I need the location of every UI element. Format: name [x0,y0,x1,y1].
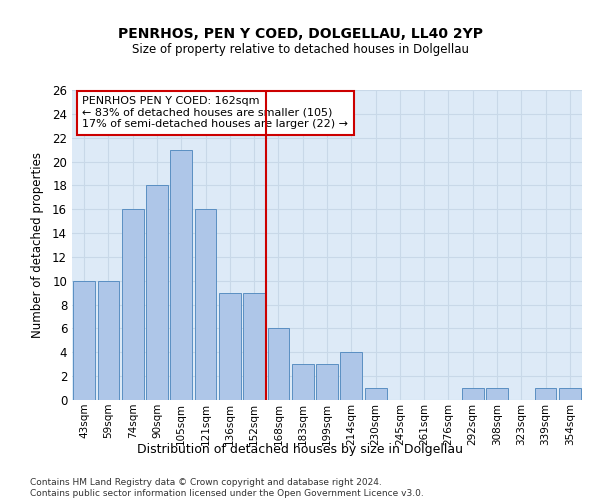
Bar [486,388,508,400]
Bar [535,388,556,400]
Bar [122,209,143,400]
Bar [268,328,289,400]
Text: Distribution of detached houses by size in Dolgellau: Distribution of detached houses by size … [137,442,463,456]
Bar [73,281,95,400]
Bar [559,388,581,400]
Bar [462,388,484,400]
Bar [340,352,362,400]
Bar [292,364,314,400]
Bar [219,292,241,400]
Y-axis label: Number of detached properties: Number of detached properties [31,152,44,338]
Text: PENRHOS PEN Y COED: 162sqm
← 83% of detached houses are smaller (105)
17% of sem: PENRHOS PEN Y COED: 162sqm ← 83% of deta… [82,96,348,130]
Text: Contains HM Land Registry data © Crown copyright and database right 2024.
Contai: Contains HM Land Registry data © Crown c… [30,478,424,498]
Bar [97,281,119,400]
Text: Size of property relative to detached houses in Dolgellau: Size of property relative to detached ho… [131,42,469,56]
Bar [365,388,386,400]
Bar [316,364,338,400]
Text: PENRHOS, PEN Y COED, DOLGELLAU, LL40 2YP: PENRHOS, PEN Y COED, DOLGELLAU, LL40 2YP [118,28,482,42]
Bar [146,186,168,400]
Bar [194,209,217,400]
Bar [243,292,265,400]
Bar [170,150,192,400]
